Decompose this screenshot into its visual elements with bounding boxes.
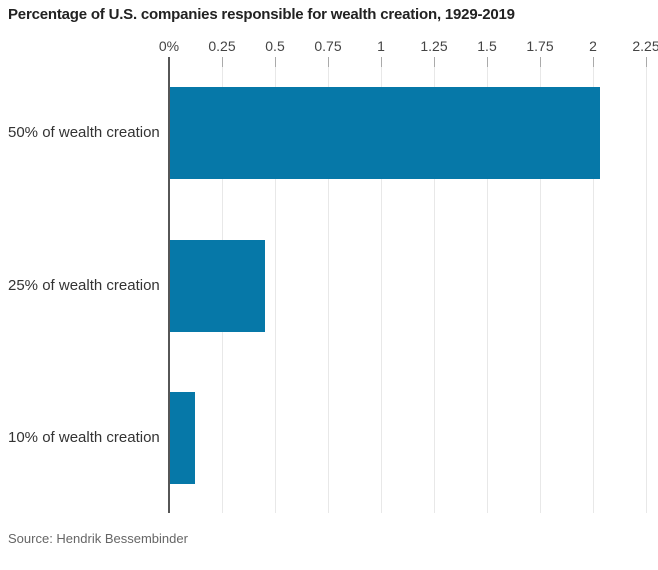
x-tick [275, 57, 276, 67]
x-tick-label: 1.5 [477, 38, 497, 54]
x-tick-label: 2.25 [632, 38, 658, 54]
x-tick-label: 0% [158, 38, 180, 54]
category-label: 50% of wealth creation [8, 124, 160, 141]
x-gridline [434, 57, 435, 513]
x-tick [540, 57, 541, 67]
x-tick [593, 57, 594, 67]
source-note: Source: Hendrik Bessembinder [8, 531, 188, 546]
x-tick-label: 0.5 [265, 38, 285, 54]
x-tick-label: 1.75 [526, 38, 554, 54]
x-tick-label: 0.25 [208, 38, 236, 54]
bar-1 [170, 87, 601, 179]
x-tick-label: 1 [377, 38, 385, 54]
x-gridline [593, 57, 594, 513]
x-tick-label: 1.25 [420, 38, 448, 54]
x-gridline [381, 57, 382, 513]
x-gridline [275, 57, 276, 513]
bar-3 [170, 392, 196, 484]
x-gridline [487, 57, 488, 513]
x-gridline [328, 57, 329, 513]
bar-2 [170, 240, 266, 332]
category-label: 25% of wealth creation [8, 277, 160, 294]
x-tick-label: 2 [589, 38, 597, 54]
y-axis-line [168, 57, 170, 513]
x-tick [381, 57, 382, 67]
x-tick [222, 57, 223, 67]
x-gridline [646, 57, 647, 513]
x-tick [487, 57, 488, 67]
x-tick-label: 0.75 [314, 38, 342, 54]
x-gridline [540, 57, 541, 513]
category-label: 10% of wealth creation [8, 429, 160, 446]
x-tick [328, 57, 329, 67]
x-tick [434, 57, 435, 67]
chart-title: Percentage of U.S. companies responsible… [8, 6, 515, 23]
x-tick [646, 57, 647, 67]
